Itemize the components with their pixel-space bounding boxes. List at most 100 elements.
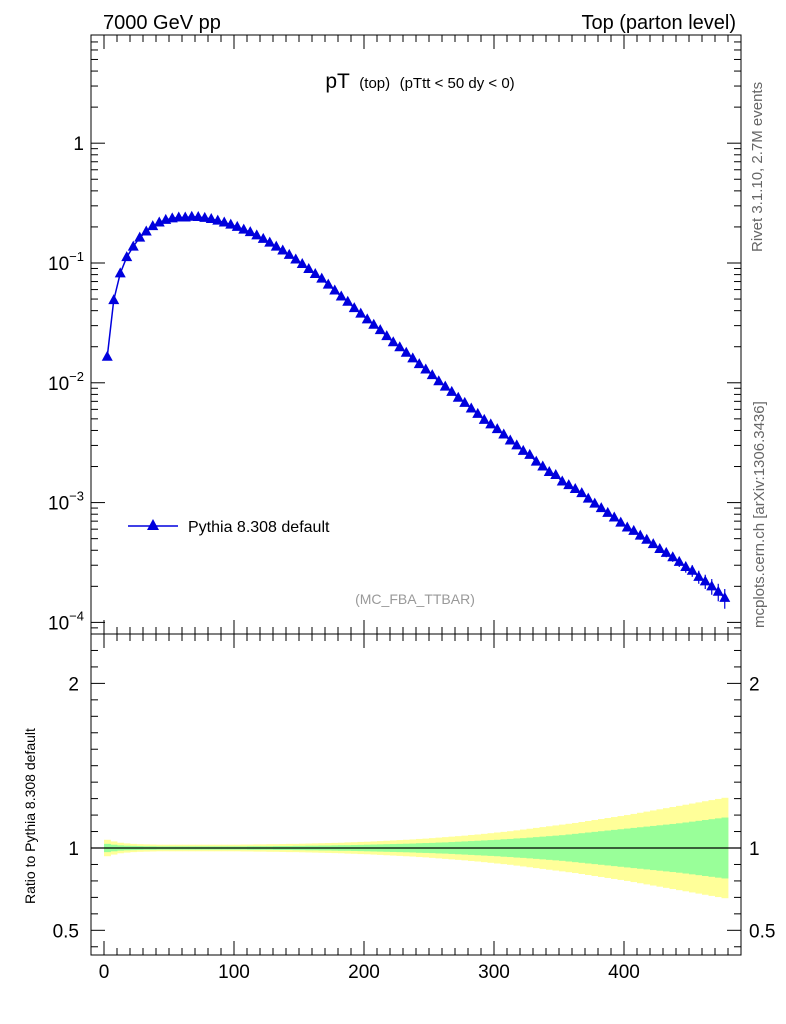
data-point	[667, 551, 679, 562]
data-point	[381, 330, 393, 341]
series-line	[106, 216, 726, 599]
y-tick-label: 1	[73, 134, 84, 155]
ratio-frame	[90, 633, 742, 956]
x-tick-label: 300	[478, 962, 510, 983]
data-point	[316, 272, 328, 283]
data-point	[621, 521, 633, 532]
data-point	[394, 341, 406, 352]
data-point	[719, 591, 731, 602]
data-point	[504, 434, 516, 445]
data-point	[634, 529, 646, 540]
data-point	[426, 369, 438, 380]
data-point	[303, 263, 315, 274]
ratio-panel	[91, 797, 741, 899]
data-point	[576, 487, 588, 498]
x-tick-label: 400	[608, 962, 640, 983]
data-point	[673, 555, 685, 566]
data-point	[355, 307, 367, 318]
ratio-y-tick-label-right: 2	[749, 674, 760, 695]
data-point	[212, 214, 224, 225]
data-point	[433, 375, 445, 386]
data-point	[387, 336, 399, 347]
data-point	[407, 352, 419, 363]
data-point	[368, 318, 380, 329]
data-point	[264, 236, 276, 247]
data-point	[153, 216, 165, 227]
legend: Pythia 8.308 default	[128, 519, 330, 536]
title-sub2: (pTtt < 50 dy < 0)	[400, 75, 515, 92]
data-point	[550, 468, 562, 479]
data-point	[374, 324, 386, 335]
ratio-ylabel: Ratio to Pythia 8.308 default	[22, 728, 38, 904]
title-sub1: (top)	[359, 75, 390, 92]
ratio-y-tick-label: 2	[68, 674, 79, 695]
data-point	[641, 533, 653, 544]
x-tick-label: 200	[348, 962, 380, 983]
data-point	[400, 346, 412, 357]
data-point	[335, 290, 347, 301]
data-point	[446, 385, 458, 396]
data-point	[615, 516, 627, 527]
data-point	[147, 220, 159, 231]
y-tick-label: 10−3	[48, 489, 84, 515]
data-point	[686, 564, 698, 575]
y-tick-label: 10−2	[48, 369, 84, 395]
rivet-label: Rivet 3.1.10, 2.7M events	[749, 82, 766, 252]
data-point	[589, 497, 601, 508]
data-point	[472, 407, 484, 418]
data-point	[439, 380, 451, 391]
data-point	[283, 248, 295, 259]
data-point	[270, 240, 282, 251]
data-point	[478, 413, 490, 424]
data-point	[199, 211, 211, 222]
data-point	[192, 211, 204, 222]
data-point	[459, 396, 471, 407]
y-tick-label: 10−1	[48, 249, 84, 275]
data-point	[498, 428, 510, 439]
data-point	[537, 460, 549, 471]
data-point	[361, 313, 373, 324]
data-point	[231, 220, 243, 231]
plot-title: pT (top) (pTtt < 50 dy < 0)	[325, 70, 514, 93]
x-tick-label: 100	[218, 962, 250, 983]
data-point	[101, 350, 113, 361]
data-point	[218, 216, 230, 227]
data-point	[608, 511, 620, 522]
header-right: Top (parton level)	[581, 12, 736, 34]
data-point	[569, 482, 581, 493]
y-tick-label: 10−4	[48, 608, 84, 634]
data-point	[290, 253, 302, 264]
legend-marker	[147, 519, 159, 530]
title-main: pT	[325, 70, 350, 93]
data-point	[543, 466, 555, 477]
data-point	[225, 218, 237, 229]
data-point	[582, 492, 594, 503]
data-point	[647, 538, 659, 549]
data-point	[556, 475, 568, 486]
data-point	[348, 302, 360, 313]
series-pythia	[101, 210, 731, 609]
data-point	[602, 506, 614, 517]
ratio-y-tick-label-right: 1	[749, 839, 760, 860]
data-point	[277, 244, 289, 255]
data-point	[517, 444, 529, 455]
data-point	[491, 423, 503, 434]
data-point	[251, 229, 263, 240]
legend-label: Pythia 8.308 default	[188, 519, 330, 536]
data-point	[342, 295, 354, 306]
data-point	[244, 226, 256, 237]
data-point	[563, 479, 575, 490]
analysis-label: (MC_FBA_TTBAR)	[355, 591, 475, 607]
header-left: 7000 GeV pp	[103, 12, 221, 34]
data-point	[511, 439, 523, 450]
data-point	[329, 284, 341, 295]
axis-ticks: 0 100 200 300 400 1 10−1 10−2 10−3 10−4 2 2 1 1 0.5 0.5	[48, 34, 775, 983]
data-point	[654, 542, 666, 553]
data-point	[693, 570, 705, 581]
data-point	[530, 455, 542, 466]
ratio-y-tick-label: 0.5	[53, 921, 79, 942]
data-point	[485, 418, 497, 429]
data-point	[322, 278, 334, 289]
data-point	[134, 231, 146, 242]
data-point	[680, 560, 692, 571]
